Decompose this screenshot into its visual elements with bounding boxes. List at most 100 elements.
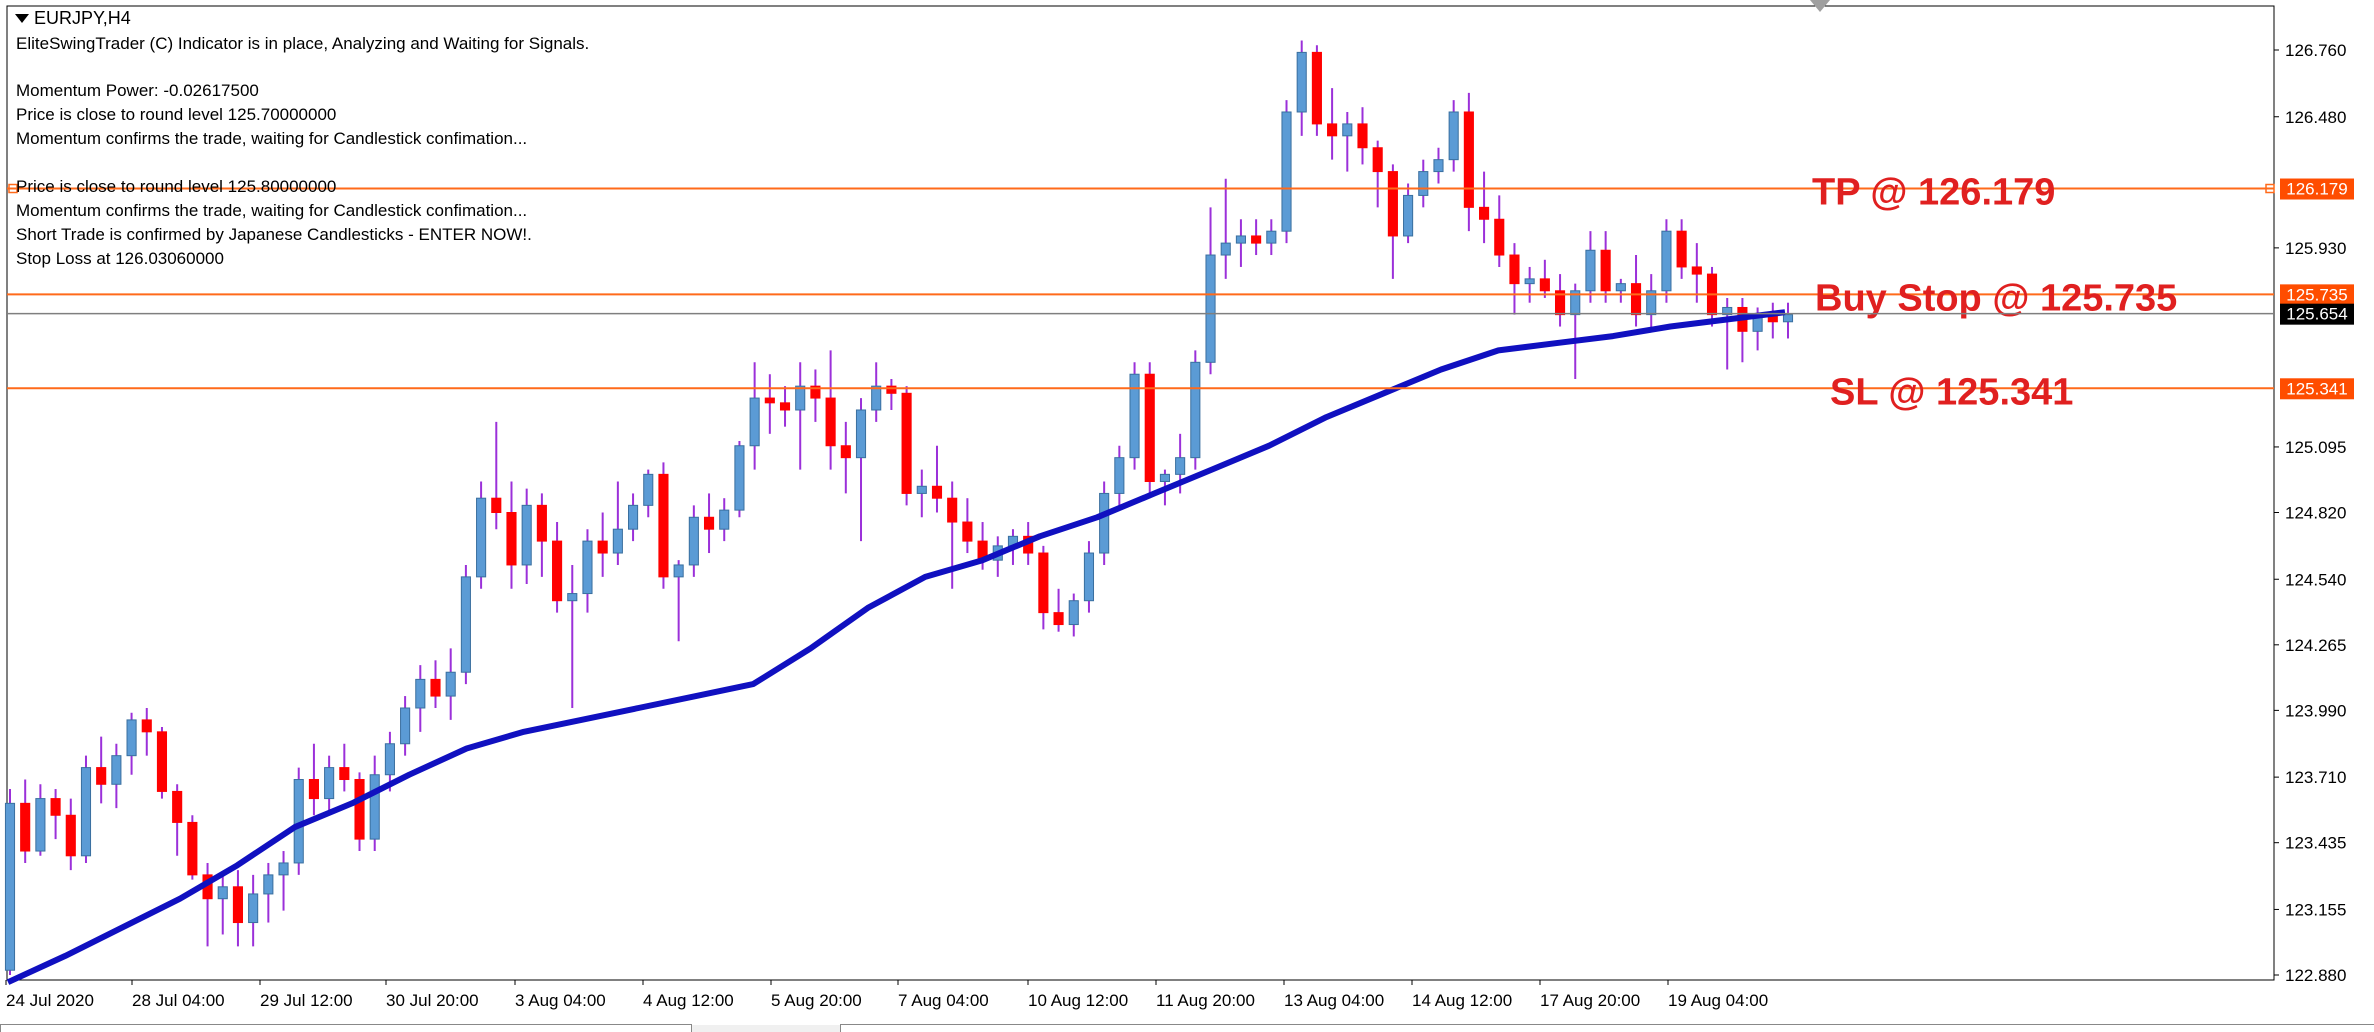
bear-candle xyxy=(552,540,563,602)
bull-candle xyxy=(1220,242,1231,256)
bull-candle xyxy=(217,886,228,900)
bear-candle xyxy=(962,521,973,542)
bear-candle xyxy=(1630,283,1642,316)
bull-candle xyxy=(1615,283,1626,292)
bear-candle xyxy=(536,504,547,542)
x-tick-label: 29 Jul 12:00 xyxy=(260,991,353,1010)
price-tag xyxy=(2280,378,2354,400)
bull-candle xyxy=(1433,159,1444,173)
price-tag-label: 126.179 xyxy=(2286,180,2347,199)
level-annotation: TP @ 126.179 xyxy=(1812,172,2055,214)
bear-candle xyxy=(1053,612,1064,626)
y-tick-label: 124.265 xyxy=(2285,636,2346,655)
bull-candle xyxy=(1342,123,1353,137)
bull-candle xyxy=(1585,249,1596,292)
bear-candle xyxy=(597,540,608,554)
bear-candle xyxy=(65,814,76,857)
chart-tab[interactable] xyxy=(840,1024,2374,1032)
y-tick-label: 123.990 xyxy=(2285,701,2346,720)
bull-candle xyxy=(567,593,578,602)
bear-candle xyxy=(354,779,365,840)
bull-candle xyxy=(248,893,259,924)
bear-candle xyxy=(1357,123,1368,149)
bear-candle xyxy=(703,516,715,530)
info-line: Momentum confirms the trade, waiting for… xyxy=(16,201,528,220)
current-price-tag xyxy=(2280,303,2354,325)
bull-candle xyxy=(445,671,456,697)
bear-candle xyxy=(1463,111,1474,208)
bull-candle xyxy=(916,485,927,494)
bear-candle xyxy=(1372,147,1383,173)
bear-candle xyxy=(779,402,791,411)
info-line: EliteSwingTrader (C) Indicator is in pla… xyxy=(16,34,590,53)
x-tick-label: 14 Aug 12:00 xyxy=(1412,991,1512,1010)
bear-candle xyxy=(840,445,851,459)
level-anchor-icon[interactable] xyxy=(2265,183,2275,194)
bull-candle xyxy=(263,874,274,895)
bull-candle xyxy=(1418,171,1429,196)
y-tick-label: 126.480 xyxy=(2285,108,2346,127)
bull-candle xyxy=(612,528,623,554)
candles xyxy=(4,40,1794,975)
bear-candle xyxy=(1600,249,1611,292)
bear-candle xyxy=(308,779,319,800)
bull-candle xyxy=(1205,254,1216,363)
bull-candle xyxy=(1403,194,1414,237)
info-line: Momentum Power: -0.02617500 xyxy=(16,81,259,100)
info-line: Stop Loss at 126.03060000 xyxy=(16,249,224,268)
current-price-label: 125.654 xyxy=(2286,305,2347,324)
bear-candle xyxy=(901,392,912,494)
bull-candle xyxy=(1068,600,1079,626)
bull-candle xyxy=(4,802,16,971)
info-line: Short Trade is confirmed by Japanese Can… xyxy=(16,225,532,244)
bear-candle xyxy=(1038,552,1049,614)
bear-candle xyxy=(1539,278,1550,292)
bull-candle xyxy=(1099,492,1110,554)
bear-candle xyxy=(825,397,836,447)
bull-candle xyxy=(1129,373,1140,459)
bull-candle xyxy=(1083,552,1095,602)
y-tick-label: 124.540 xyxy=(2285,570,2346,589)
bull-candle xyxy=(415,678,426,709)
bull-candle xyxy=(1190,361,1201,459)
bull-candle xyxy=(871,385,882,411)
bull-candle xyxy=(111,755,122,785)
x-axis: 24 Jul 2020 28 Jul 04:00 29 Jul 12:00 30 Ju… xyxy=(5,980,1768,1010)
bear-candle xyxy=(1144,373,1155,483)
bull-candle xyxy=(673,564,684,578)
x-tick-label: 10 Aug 12:00 xyxy=(1028,991,1128,1010)
level-anchor-icon[interactable] xyxy=(8,183,18,194)
bull-candle xyxy=(628,504,639,530)
chart-tab[interactable] xyxy=(0,1024,692,1032)
bear-candle xyxy=(141,719,152,733)
chart-shift-marker-icon[interactable] xyxy=(1810,0,1830,12)
x-tick-label: 17 Aug 20:00 xyxy=(1540,991,1640,1010)
y-tick-label: 124.820 xyxy=(2285,504,2346,523)
bear-candle xyxy=(339,767,350,781)
x-tick-label: 4 Aug 12:00 xyxy=(643,991,734,1010)
window-menu-triangle-icon[interactable] xyxy=(15,14,29,23)
bear-candle xyxy=(506,512,517,566)
bear-candle xyxy=(658,473,669,578)
bear-candle xyxy=(491,497,502,513)
bear-candle xyxy=(172,790,183,823)
bull-candle xyxy=(719,509,730,530)
bear-candle xyxy=(187,821,198,876)
y-tick-label: 125.930 xyxy=(2285,239,2346,258)
moving-average xyxy=(6,309,1786,985)
x-tick-label: 13 Aug 04:00 xyxy=(1284,991,1384,1010)
bear-candle xyxy=(96,767,107,785)
price-tag-label: 125.341 xyxy=(2286,379,2347,398)
bull-candle xyxy=(384,743,395,776)
bear-candle xyxy=(764,397,775,404)
y-tick-label: 122.880 xyxy=(2285,966,2346,985)
bear-candle xyxy=(156,731,168,792)
moving-average-line xyxy=(6,309,1786,985)
bull-candle xyxy=(1281,111,1292,232)
x-tick-label: 24 Jul 2020 xyxy=(6,991,94,1010)
bull-candle xyxy=(460,576,471,673)
bull-candle xyxy=(1296,51,1307,113)
level-annotation: SL @ 125.341 xyxy=(1830,371,2073,413)
price-tag xyxy=(2280,178,2354,200)
